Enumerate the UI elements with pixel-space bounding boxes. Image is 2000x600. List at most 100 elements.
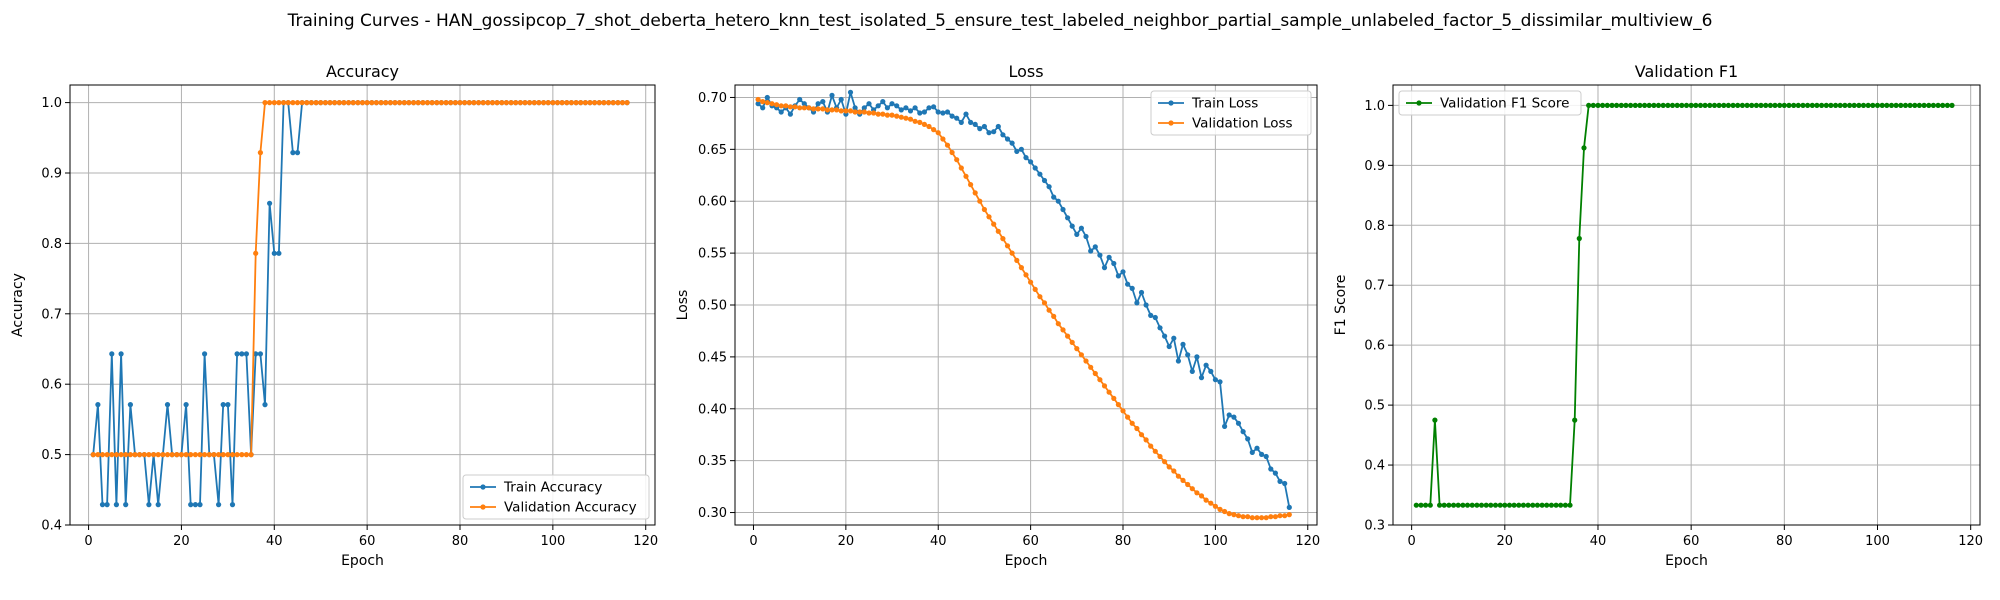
data-point — [991, 221, 997, 227]
data-point — [294, 100, 301, 106]
data-point — [104, 502, 110, 508]
data-point — [517, 100, 524, 106]
x-tick-label: 100 — [1865, 534, 1890, 549]
data-point — [564, 100, 570, 106]
x-tick-label: 80 — [1115, 534, 1132, 549]
data-point — [1249, 515, 1255, 521]
data-point — [1166, 464, 1172, 470]
data-point — [977, 198, 983, 204]
data-point — [1623, 102, 1629, 108]
data-point — [466, 100, 472, 106]
data-point — [880, 99, 886, 105]
data-point — [820, 106, 826, 112]
data-point — [1935, 102, 1941, 108]
data-point — [917, 119, 923, 125]
data-point — [921, 109, 928, 115]
data-point — [1069, 223, 1075, 229]
data-point — [1930, 102, 1936, 108]
legend-entry: Train Accuracy — [503, 480, 602, 496]
data-point — [299, 100, 305, 106]
data-point — [137, 452, 143, 458]
data-point — [596, 100, 602, 106]
data-point — [1004, 243, 1011, 249]
data-point — [327, 100, 333, 106]
data-point — [1516, 502, 1522, 508]
x-axis-label: Epoch — [341, 553, 384, 569]
data-point — [898, 114, 904, 120]
data-point — [1693, 102, 1699, 108]
data-point — [1744, 102, 1750, 108]
data-point — [346, 100, 352, 106]
data-point — [1646, 102, 1652, 108]
data-point — [1217, 506, 1223, 512]
data-point — [476, 100, 482, 106]
data-point — [420, 100, 426, 106]
data-point — [815, 106, 821, 112]
data-point — [1272, 470, 1278, 476]
data-point — [1511, 502, 1517, 508]
data-point — [1474, 502, 1480, 508]
data-point — [1502, 502, 1508, 508]
data-point — [104, 452, 110, 458]
data-point — [109, 452, 115, 458]
data-point — [1767, 102, 1773, 108]
y-axis-label: Loss — [675, 290, 691, 321]
data-point — [1926, 102, 1932, 108]
data-point — [155, 452, 161, 458]
data-point — [1879, 102, 1885, 108]
y-tick-label: 0.9 — [1364, 159, 1385, 174]
data-point — [220, 402, 226, 408]
data-point — [838, 96, 844, 103]
data-point — [810, 106, 817, 112]
data-point — [276, 100, 282, 106]
data-point — [164, 452, 171, 458]
data-point — [1800, 102, 1806, 108]
data-point — [545, 100, 551, 106]
data-point — [884, 105, 891, 111]
x-tick-label: 80 — [1776, 534, 1793, 549]
data-point — [1665, 102, 1671, 108]
data-point — [1548, 502, 1554, 508]
data-point — [1231, 414, 1237, 420]
data-point — [146, 452, 152, 458]
data-point — [806, 105, 812, 111]
data-point — [880, 111, 886, 117]
data-point — [1060, 206, 1066, 213]
data-point — [1277, 478, 1283, 484]
data-point — [986, 130, 992, 136]
data-point — [1711, 102, 1718, 108]
data-point — [1259, 515, 1265, 521]
data-point — [1226, 510, 1232, 517]
data-point — [972, 121, 978, 127]
data-point — [1847, 102, 1853, 108]
data-point — [234, 351, 240, 357]
data-point — [1106, 389, 1112, 395]
x-axis-label: Epoch — [1005, 553, 1048, 569]
data-point — [489, 100, 496, 106]
data-point — [1231, 511, 1237, 518]
data-point — [1041, 300, 1048, 306]
data-point — [1893, 102, 1899, 108]
data-point — [443, 100, 449, 106]
data-point — [1874, 102, 1881, 108]
data-point — [1018, 265, 1024, 271]
data-point — [1115, 273, 1121, 279]
data-point — [1781, 102, 1787, 108]
data-point — [875, 103, 881, 109]
data-point — [1772, 102, 1778, 108]
data-point — [1856, 102, 1862, 108]
y-tick-label: 0.9 — [41, 167, 62, 182]
data-point — [95, 402, 101, 408]
axes-frame — [69, 84, 656, 526]
data-point — [457, 100, 463, 106]
data-point — [1148, 443, 1154, 449]
data-point — [267, 100, 273, 106]
x-tick-label: 40 — [266, 534, 283, 549]
figure-suptitle: Training Curves - HAN_gossipcop_7_shot_d… — [287, 11, 1713, 31]
data-point — [1023, 272, 1029, 278]
data-point — [239, 351, 245, 357]
data-point — [1851, 102, 1857, 108]
data-point — [1194, 354, 1200, 360]
data-point — [1282, 480, 1288, 487]
y-tick-label: 0.60 — [698, 195, 727, 210]
